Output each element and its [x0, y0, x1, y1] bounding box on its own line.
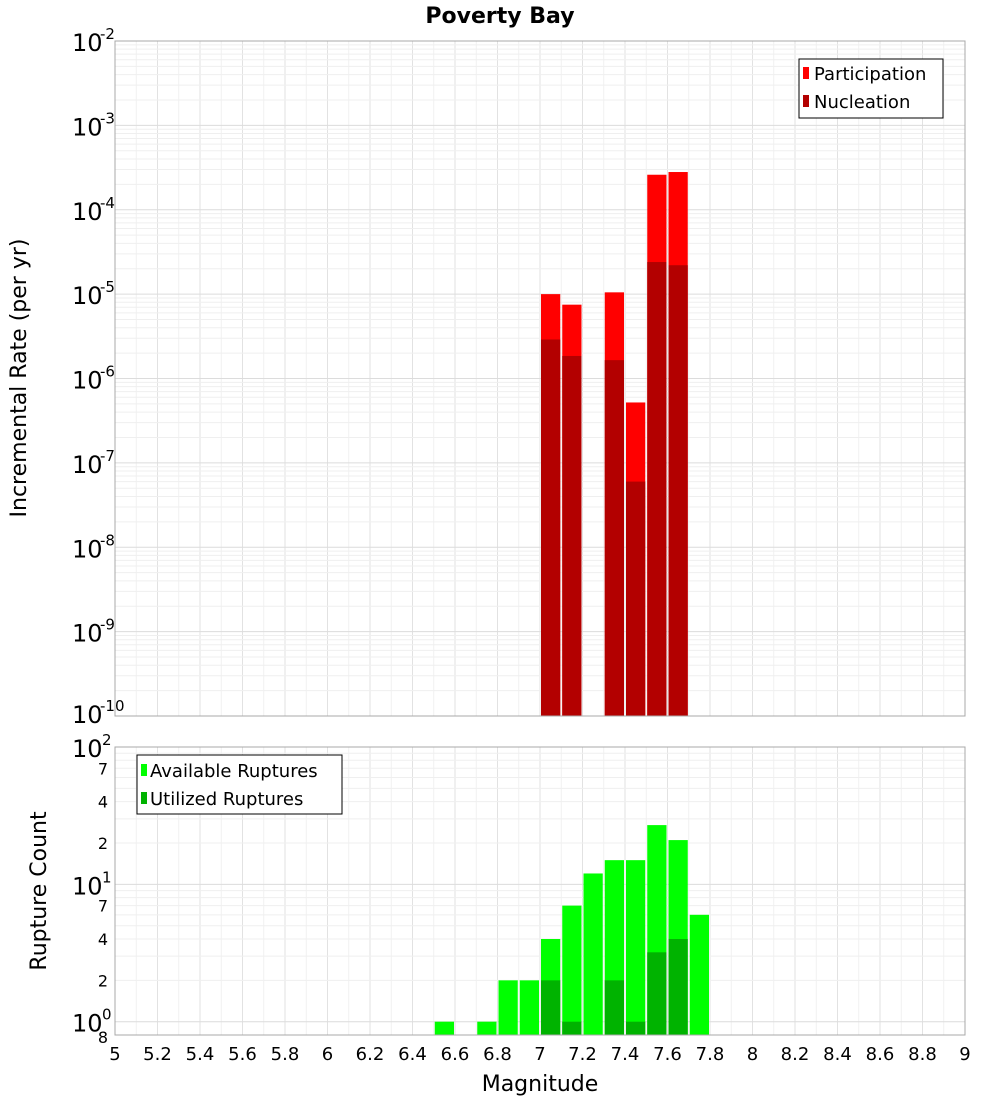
legend-swatch-available: [141, 764, 147, 776]
legend-swatch-nucleation: [803, 95, 809, 107]
rate-gridlines: [114, 41, 966, 717]
x-tick-label: 9: [959, 1044, 970, 1065]
rate-y-tick-exponent: -10: [100, 697, 125, 715]
x-axis-title: Magnitude: [482, 1072, 599, 1097]
rate-bar-nucleation: [541, 339, 561, 716]
count-y-tick-exponent: 1: [102, 868, 112, 886]
rate-legend: Participation Nucleation: [798, 58, 944, 119]
count-bar-utilized-ruptures: [541, 980, 561, 1035]
x-tick-label: 8.6: [866, 1044, 895, 1065]
count-y-tick-label: 10: [72, 735, 103, 763]
x-tick-label: 8.4: [823, 1044, 852, 1065]
x-tick-label: 7: [534, 1044, 545, 1065]
rate-plot-frame: [114, 40, 966, 717]
x-tick-label: 6.6: [441, 1044, 470, 1065]
count-bar-available-ruptures: [477, 1021, 497, 1035]
x-tick-label: 7.6: [653, 1044, 682, 1065]
legend-label-nucleation: Nucleation: [814, 92, 910, 113]
x-tick-label: 8: [747, 1044, 758, 1065]
count-x-ticks: 5 5.2 5.4 5.6 5.8 6 6.2 6.4 6.6 6.8 7 7.2 7.4 7.6 7.8 8…: [109, 1044, 970, 1065]
legend-swatch-utilized: [141, 792, 147, 804]
x-tick-label: 5.2: [143, 1044, 172, 1065]
count-y-minor-tick-label: 4: [98, 930, 108, 949]
rate-bars: [541, 172, 688, 716]
count-y-tick-exponent: 0: [102, 1006, 112, 1024]
count-y-minor-tick-label: 2: [98, 834, 108, 853]
x-tick-label: 6.8: [483, 1044, 512, 1065]
rate-y-tick-label: 10: [72, 701, 103, 729]
rate-y-tick-label: 10: [72, 29, 103, 57]
x-tick-label: 5: [109, 1044, 120, 1065]
rate-y-tick-exponent: -3: [100, 109, 115, 127]
x-tick-label: 7.4: [611, 1044, 640, 1065]
rate-y-tick-label: 10: [72, 451, 103, 479]
count-bar-utilized-ruptures: [626, 1021, 646, 1035]
rate-y-tick-exponent: -6: [100, 363, 115, 381]
rate-legend-box: [798, 58, 944, 119]
count-y-tick-label: 10: [72, 1010, 103, 1038]
count-legend: Available Ruptures Utilized Ruptures: [136, 754, 343, 815]
count-bar-available-ruptures: [562, 905, 582, 1035]
x-tick-label: 5.8: [271, 1044, 300, 1065]
x-tick-label: 5.6: [228, 1044, 257, 1065]
rate-y-tick-label: 10: [72, 282, 103, 310]
rate-y-tick-exponent: -4: [100, 194, 115, 212]
legend-label-utilized: Utilized Ruptures: [150, 789, 303, 810]
rate-y-tick-label: 10: [72, 535, 103, 563]
count-y-axis-title: Rupture Count: [27, 811, 52, 971]
count-bar-available-ruptures: [434, 1021, 454, 1035]
rate-y-tick-exponent: -5: [100, 278, 115, 296]
count-y-tick-label: 10: [72, 872, 103, 900]
count-bar-available-ruptures: [519, 980, 539, 1035]
rate-y-axis-title: Incremental Rate (per yr): [7, 239, 32, 518]
count-bar-available-ruptures: [583, 873, 603, 1035]
rate-y-tick-exponent: -2: [100, 25, 115, 43]
count-plot-frame: [114, 746, 966, 1036]
count-y-minor-tick-label: 7: [98, 897, 108, 916]
x-tick-label: 6: [322, 1044, 333, 1065]
legend-label-participation: Participation: [814, 64, 926, 85]
legend-label-available: Available Ruptures: [150, 761, 318, 782]
rate-y-tick-exponent: -7: [100, 447, 115, 465]
rate-y-tick-label: 10: [72, 620, 103, 648]
x-tick-label: 6.4: [398, 1044, 427, 1065]
count-y-minor-tick-label: 4: [98, 793, 108, 812]
rate-bar-nucleation: [647, 262, 667, 716]
count-y-bottom-tick-label: 8: [98, 1028, 108, 1047]
rate-y-tick-label: 10: [72, 367, 103, 395]
x-tick-label: 8.2: [781, 1044, 810, 1065]
count-y-minor-tick-label: 7: [98, 759, 108, 778]
count-legend-box: [136, 754, 343, 815]
count-y-minor-tick-label: 2: [98, 971, 108, 990]
count-bar-available-ruptures: [498, 980, 518, 1035]
count-bar-available-ruptures: [689, 914, 709, 1035]
count-bar-available-ruptures: [626, 860, 646, 1035]
x-tick-label: 8.8: [908, 1044, 937, 1065]
legend-swatch-participation: [803, 67, 809, 79]
rate-bar-nucleation: [562, 355, 582, 716]
x-tick-label: 5.4: [186, 1044, 215, 1065]
count-bars: [434, 825, 709, 1035]
count-bar-utilized-ruptures: [647, 952, 667, 1035]
rate-y-tick-exponent: -9: [100, 616, 115, 634]
x-tick-label: 6.2: [356, 1044, 385, 1065]
count-bar-utilized-ruptures: [668, 939, 688, 1035]
rate-y-tick-exponent: -8: [100, 531, 115, 549]
rate-bar-nucleation: [604, 360, 624, 716]
x-tick-label: 7.8: [696, 1044, 725, 1065]
count-bar-utilized-ruptures: [562, 1021, 582, 1035]
rate-bar-nucleation: [668, 265, 688, 716]
rate-y-tick-label: 10: [72, 113, 103, 141]
chart-title: Poverty Bay: [425, 4, 574, 29]
rate-y-tick-label: 10: [72, 198, 103, 226]
x-tick-label: 7.2: [568, 1044, 597, 1065]
count-y-tick-exponent: 2: [102, 731, 112, 749]
rate-bar-nucleation: [626, 481, 646, 716]
count-bar-utilized-ruptures: [604, 980, 624, 1035]
